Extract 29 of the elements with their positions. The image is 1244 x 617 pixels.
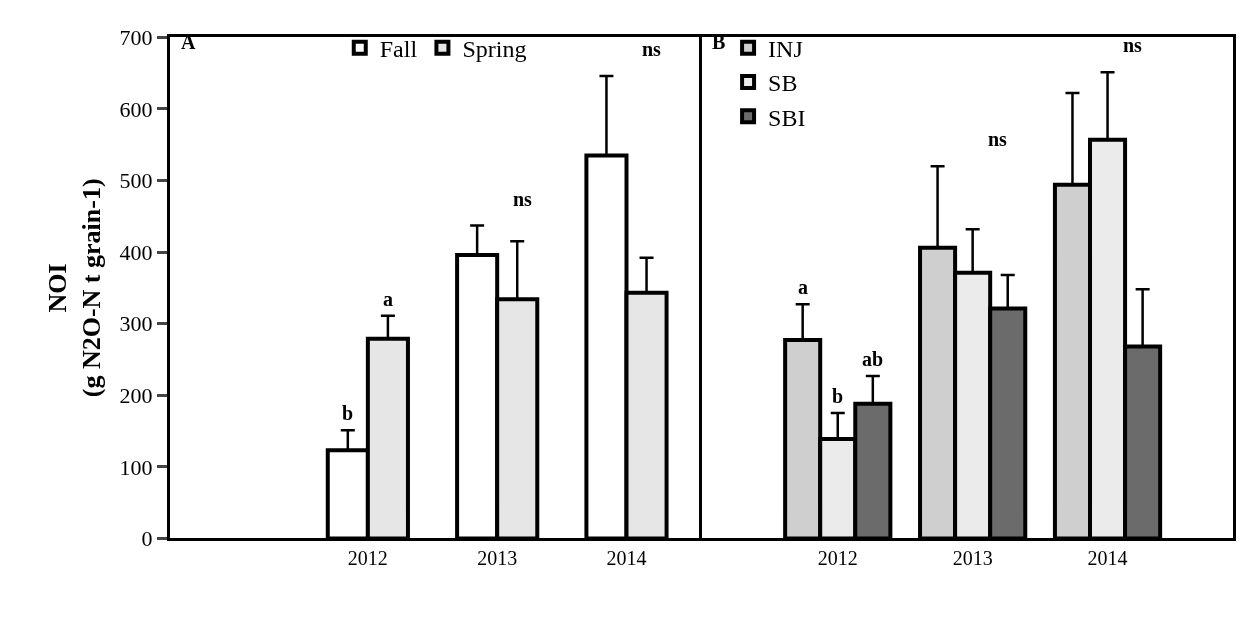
annotation: ns	[513, 188, 533, 210]
x-tick-label: 2013	[952, 547, 993, 570]
legend-label: Spring	[462, 36, 527, 63]
data-label: a	[383, 288, 393, 310]
legend-label: SBI	[768, 104, 806, 131]
annotation: ns	[988, 128, 1008, 150]
legend-label: INJ	[768, 36, 803, 63]
annotation: ns	[1123, 34, 1143, 56]
annotation: ns	[642, 38, 662, 60]
x-tick-label: 2012	[817, 547, 858, 570]
data-label: b	[342, 402, 354, 424]
y-tick-label: 600	[119, 96, 153, 122]
x-tick-label: 2013	[477, 547, 518, 570]
x-tick-label: 2014	[1087, 547, 1128, 570]
y-tick-label: 700	[119, 24, 153, 50]
x-tick-label: 2014	[606, 547, 647, 570]
y-axis-title: NOI (g N2O-N t grain-1)	[43, 178, 106, 398]
y-tick-label: 200	[119, 382, 153, 408]
x-tick-label: 2012	[347, 547, 388, 570]
y-tick-label: 0	[141, 526, 153, 552]
legend-label: Fall	[379, 36, 418, 63]
y-tick-label: 400	[119, 239, 153, 265]
data-label: ab	[862, 348, 884, 370]
y-tick-label: 100	[119, 454, 153, 480]
y-tick-label: 500	[119, 168, 153, 194]
legend-label: SB	[768, 70, 798, 97]
y-tick-label: 300	[119, 311, 153, 337]
data-label: b	[832, 385, 844, 407]
data-label: a	[798, 276, 808, 298]
